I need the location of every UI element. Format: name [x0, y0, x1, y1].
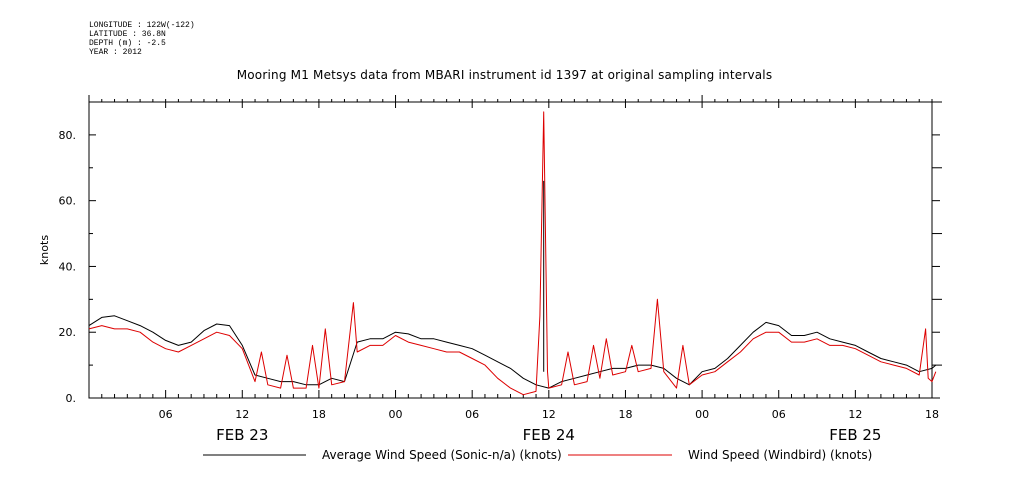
date-label: FEB 25	[829, 426, 881, 444]
series-layer	[88, 111, 937, 396]
series-average-line	[88, 315, 937, 389]
metadata-header: LONGITUDE : 122W(-122) LATITUDE : 36.8N …	[89, 21, 195, 57]
year-text: YEAR : 2012	[89, 48, 142, 57]
series-windbird-line	[88, 111, 937, 396]
chart-title: Mooring M1 Metsys data from MBARI instru…	[236, 68, 773, 82]
axes-layer: 0. 20. 40. 60. 80. knots 06 12 18 00 06 12 18 00 06 12 1…	[38, 95, 942, 444]
legend: Average Wind Speed (Sonic-n/a) (knots) Wi…	[203, 448, 872, 462]
x-tick-label: 06	[159, 408, 173, 421]
y-axis-label: knots	[38, 235, 51, 265]
plot-frame	[88, 101, 933, 399]
y-tick-label: 80.	[59, 129, 77, 142]
y-tick-label: 20.	[59, 326, 77, 339]
y-tick-label: 60.	[59, 195, 77, 208]
x-tick-label: 12	[848, 408, 862, 421]
y-tick-label: 0.	[66, 392, 77, 405]
date-label: FEB 24	[523, 426, 575, 444]
x-tick-label: 06	[772, 408, 786, 421]
x-tick-label: 18	[618, 408, 632, 421]
latitude-text: LATITUDE : 36.8N	[89, 30, 166, 39]
date-label: FEB 23	[216, 426, 268, 444]
depth-text: DEPTH (m) : -2.5	[89, 39, 166, 48]
x-tick-label: 00	[389, 408, 403, 421]
legend-label-average: Average Wind Speed (Sonic-n/a) (knots)	[322, 448, 562, 462]
x-tick-label: 18	[925, 408, 939, 421]
longitude-text: LONGITUDE : 122W(-122)	[89, 21, 195, 30]
x-tick-label: 06	[465, 408, 479, 421]
x-tick-label: 18	[312, 408, 326, 421]
y-tick-label: 40.	[59, 260, 77, 273]
legend-label-windbird: Wind Speed (Windbird) (knots)	[688, 448, 872, 462]
x-tick-label: 12	[542, 408, 556, 421]
x-tick-label: 00	[695, 408, 709, 421]
x-tick-label: 12	[235, 408, 249, 421]
